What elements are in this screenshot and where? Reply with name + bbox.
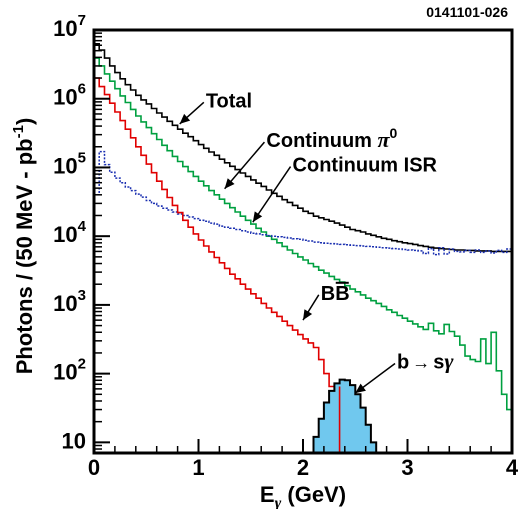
x-tick-label: 0: [88, 455, 100, 480]
annotation-arrowhead-continuum-isr: [252, 211, 263, 223]
annotation-arrowhead-bsgamma: [355, 383, 366, 394]
plot-frame: [92, 28, 514, 455]
series-1-line: [94, 57, 512, 411]
annotation-b-to-s-gamma: b → sγ: [397, 349, 454, 374]
tick-layer: 0 1 2 3 4 10 102 103 104 105 106 107: [53, 12, 519, 480]
y-tick-label: 107: [53, 12, 86, 41]
annotation-arrowhead-total: [179, 113, 191, 124]
x-axis-gamma-sub: γ: [275, 495, 282, 509]
gamma-symbol: γ: [444, 349, 454, 374]
series-layer: [94, 43, 512, 411]
series-0-line: [94, 43, 512, 253]
x-axis-e: E: [260, 482, 275, 507]
annotation-total: Total: [206, 90, 252, 112]
series-3-line: [94, 77, 345, 388]
annotation-arrowhead-continuum-pi0: [224, 178, 235, 189]
annotation-continuum-isr: Continuum ISR: [293, 155, 438, 177]
pi-symbol: π: [378, 127, 391, 152]
figure-id: 0141101-026: [426, 4, 508, 20]
y-tick-label: 10: [62, 428, 86, 453]
annotation-bbbar: BB: [321, 283, 350, 305]
annotation-arrowhead-bbbar: [303, 309, 313, 321]
annotation-layer: [179, 101, 396, 394]
y-axis-main: Photons / (50 MeV - pb: [12, 138, 37, 374]
x-axis-unit: (GeV): [281, 482, 346, 507]
annotation-arrow-continuum-isr: [252, 166, 292, 223]
signal-histogram: [312, 378, 378, 454]
y-axis-sup: -1: [10, 125, 27, 138]
x-tick-label: 3: [401, 455, 413, 480]
s-quark: s: [433, 352, 444, 374]
b-quark: b: [397, 352, 409, 374]
series-2-line: [94, 150, 512, 256]
x-tick-label: 4: [506, 455, 519, 480]
signal-layer: [312, 378, 378, 454]
continuum-word: Continuum: [266, 130, 377, 152]
y-tick-label: 106: [53, 81, 86, 110]
y-tick-label: 102: [53, 356, 86, 385]
y-tick-label: 103: [53, 287, 86, 316]
pi-superscript: 0: [390, 125, 398, 141]
annotation-arrow-continuum-pi0: [224, 141, 265, 190]
y-axis-title: Photons / (50 MeV - pb-1): [10, 118, 37, 375]
x-tick-label: 2: [297, 455, 309, 480]
y-tick-label: 104: [53, 218, 86, 247]
x-axis-title: Eγ (GeV): [260, 482, 346, 509]
y-axis-close: ): [12, 118, 37, 125]
arrow-symbol: →: [412, 353, 430, 373]
x-tick-label: 1: [192, 455, 204, 480]
y-tick-label: 105: [53, 149, 86, 178]
annotation-continuum-pi0: Continuum π0: [266, 125, 397, 152]
